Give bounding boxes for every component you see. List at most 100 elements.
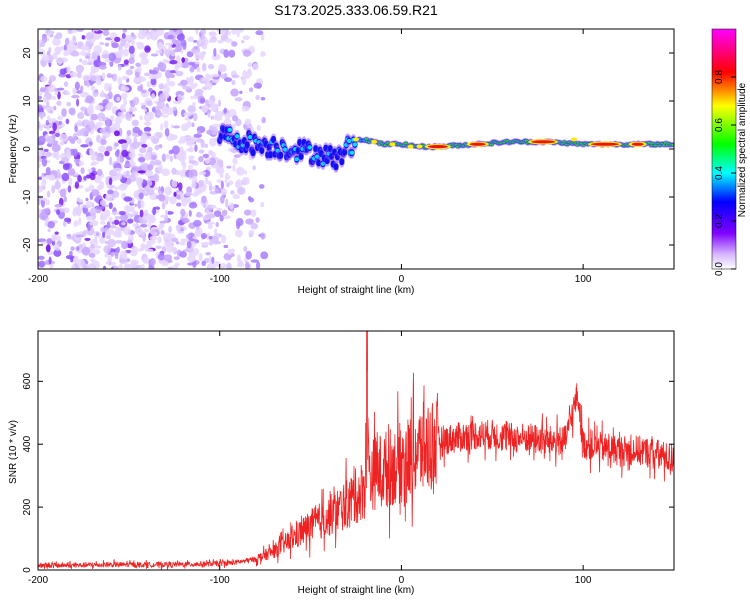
- heatmap-blob: [79, 51, 88, 56]
- heatmap-blob: [88, 252, 96, 258]
- heatmap-ridge-cyan: [346, 138, 352, 144]
- heatmap-blob: [79, 58, 83, 63]
- heatmap-blob: [173, 191, 177, 198]
- heatmap-blob: [73, 206, 82, 214]
- heatmap-blob: [139, 209, 144, 218]
- heatmap-blob: [78, 161, 84, 166]
- heatmap-ridge-blue: [244, 141, 250, 149]
- heatmap-blob: [216, 179, 223, 184]
- heatmap-blob: [138, 29, 147, 34]
- heatmap-blob: [89, 172, 96, 181]
- heatmap-blob: [146, 32, 151, 41]
- heatmap-blob: [90, 244, 95, 249]
- heatmap-blob: [163, 85, 170, 94]
- heatmap-blob: [61, 172, 70, 182]
- heatmap-blob: [140, 200, 145, 209]
- heatmap-blob: [104, 253, 109, 258]
- heatmap-blob: [242, 49, 252, 57]
- heatmap-blob: [77, 198, 83, 203]
- heatmap-blob: [64, 37, 70, 46]
- heatmap-blob: [54, 203, 63, 208]
- heatmap-blob: [56, 115, 64, 120]
- heatmap-blob: [201, 260, 207, 267]
- heatmap-blob: [168, 149, 174, 155]
- heatmap-blob: [220, 180, 224, 190]
- heatmap-blob: [51, 185, 56, 194]
- heatmap-blob: [200, 233, 208, 240]
- heatmap-blob: [111, 221, 115, 225]
- heatmap-blob: [146, 81, 151, 88]
- heatmap-blob: [187, 36, 194, 43]
- heatmap-blob: [232, 193, 240, 200]
- heatmap-blob: [102, 265, 107, 269]
- heatmap-blob: [226, 262, 232, 269]
- heatmap-blob: [108, 52, 117, 62]
- heatmap-blob: [169, 60, 178, 65]
- heatmap-blob: [88, 120, 95, 130]
- heatmap-blob: [211, 256, 215, 265]
- colorbar-tick-label: 0.0: [714, 262, 725, 276]
- heatmap-blob: [38, 255, 45, 260]
- heatmap-blob: [55, 151, 60, 161]
- heatmap-blob: [207, 64, 215, 70]
- heatmap-blob: [180, 238, 190, 243]
- heatmap-blob: [191, 122, 195, 128]
- heatmap-blob: [40, 88, 46, 93]
- heatmap-blob: [101, 72, 106, 80]
- heatmap-blob: [45, 32, 53, 36]
- heatmap-blob: [105, 178, 109, 186]
- heatmap-blob: [52, 122, 57, 132]
- heatmap-blob: [131, 119, 139, 127]
- heatmap-blob: [171, 180, 178, 188]
- heatmap-blob: [89, 220, 99, 227]
- heatmap-blob: [111, 211, 120, 215]
- heatmap-blob: [223, 49, 230, 58]
- heatmap-blob: [94, 176, 102, 184]
- heatmap-blob: [258, 184, 265, 189]
- heatmap-blob: [244, 118, 252, 126]
- heatmap-blob: [150, 175, 158, 181]
- heatmap-blob: [200, 139, 205, 149]
- heatmap-blob: [90, 154, 96, 162]
- heatmap-blob: [189, 169, 198, 179]
- heatmap-blob: [131, 170, 135, 178]
- colorbar-ticks: 0.0 0.2 0.4 0.6 0.8: [714, 70, 736, 276]
- heatmap-blob: [139, 83, 144, 93]
- heatmap-blob: [98, 118, 103, 122]
- heatmap-blob: [78, 217, 82, 226]
- heatmap-blob: [53, 35, 58, 39]
- snr-panel: -200 -100 0 100 0 200 400 600 Height of straigh…: [8, 330, 675, 596]
- heatmap-blob: [225, 198, 229, 208]
- heatmap-blob: [245, 74, 250, 79]
- heatmap-blob: [185, 234, 190, 239]
- heatmap-blob: [208, 31, 217, 38]
- heatmap-blob: [215, 222, 219, 228]
- heatmap-blob: [69, 139, 76, 144]
- heatmap-blob: [217, 39, 224, 44]
- heatmap-blob: [192, 260, 197, 268]
- heatmap-blob: [193, 61, 201, 65]
- heatmap-blob: [231, 79, 236, 86]
- heatmap-blob: [137, 66, 142, 72]
- heatmap-blob: [206, 129, 213, 135]
- heatmap-blob: [93, 45, 103, 54]
- heatmap-blob: [164, 127, 170, 137]
- heatmap-blob: [159, 93, 166, 101]
- heatmap-blob: [168, 50, 176, 56]
- heatmap-blob: [218, 99, 222, 107]
- heatmap-blob: [152, 206, 156, 216]
- heatmap-blob: [65, 254, 75, 260]
- heatmap-blob: [91, 189, 100, 196]
- heatmap-blob: [120, 86, 130, 92]
- heatmap-blob: [61, 108, 67, 117]
- heatmap-blob: [123, 263, 132, 269]
- heatmap-blob: [151, 228, 156, 237]
- heatmap-blob: [204, 177, 209, 185]
- heatmap-ridge-green: [671, 143, 674, 147]
- heatmap-blob: [82, 74, 91, 81]
- heatmap-blob: [116, 246, 120, 254]
- heatmap-blob: [203, 203, 207, 209]
- heatmap-blob: [70, 256, 74, 263]
- heatmap-blob: [174, 63, 179, 73]
- heatmap-blob: [57, 91, 61, 100]
